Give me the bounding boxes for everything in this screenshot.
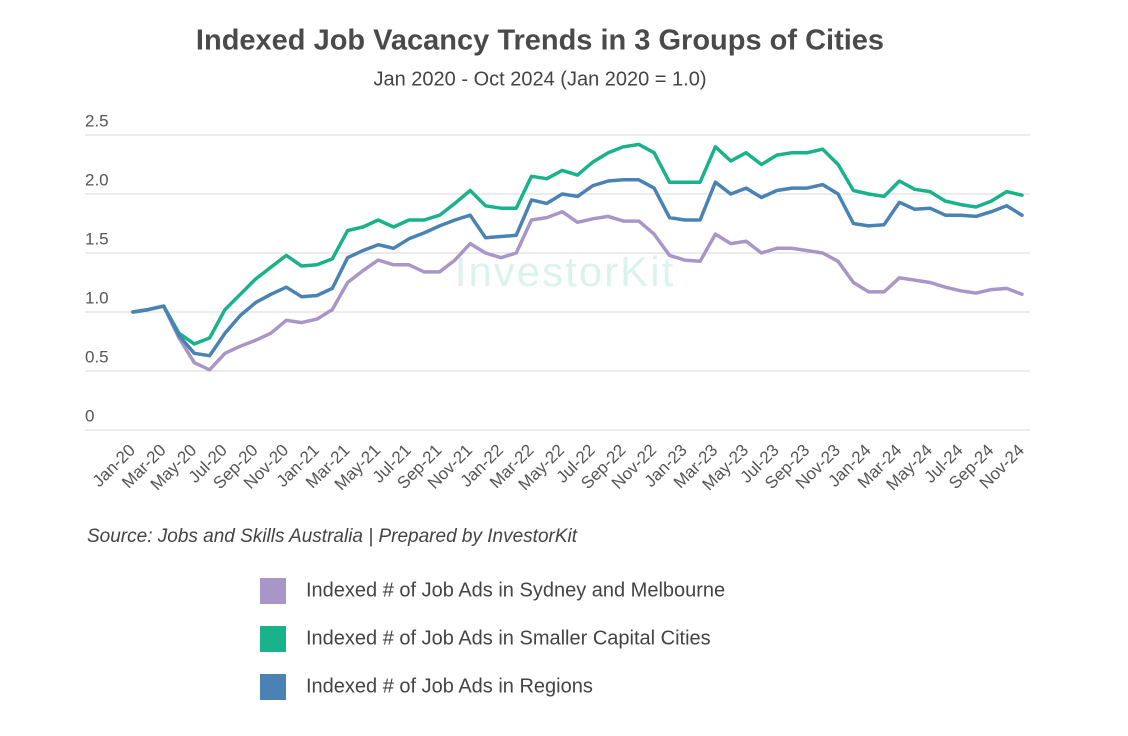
- legend-label: Indexed # of Job Ads in Smaller Capital …: [306, 627, 711, 649]
- legend-swatch: [260, 626, 286, 652]
- y-tick-label: 2.5: [85, 111, 109, 130]
- source-note: Source: Jobs and Skills Australia | Prep…: [87, 526, 578, 547]
- y-tick-label: 0.5: [85, 347, 109, 366]
- chart-subtitle: Jan 2020 - Oct 2024 (Jan 2020 = 1.0): [374, 68, 707, 90]
- line-series: [131, 142, 1024, 346]
- legend-label: Indexed # of Job Ads in Sydney and Melbo…: [306, 579, 725, 601]
- chart-title: Indexed Job Vacancy Trends in 3 Groups o…: [196, 25, 884, 57]
- y-tick-label: 0: [85, 406, 94, 425]
- line-series: [131, 209, 1024, 372]
- line-series: [131, 178, 1024, 358]
- legend-swatch: [260, 578, 286, 604]
- y-tick-label: 1.5: [85, 229, 109, 248]
- y-tick-label: 2.0: [85, 170, 109, 189]
- legend-swatch: [260, 674, 286, 700]
- y-tick-label: 1.0: [85, 288, 109, 307]
- legend-label: Indexed # of Job Ads in Regions: [306, 675, 593, 697]
